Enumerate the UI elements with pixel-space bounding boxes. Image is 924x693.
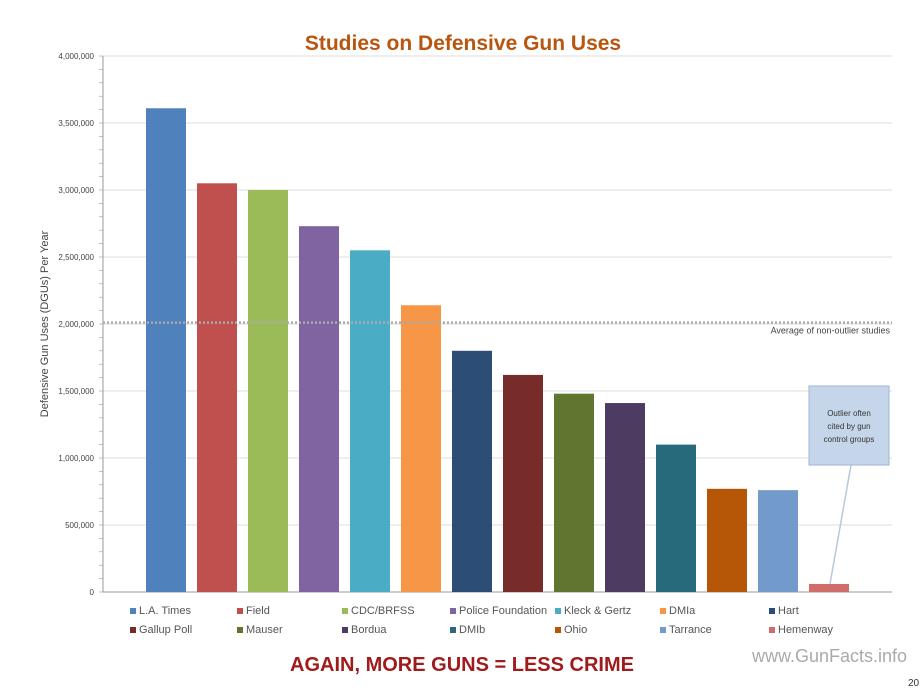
annotation-leader-line <box>829 464 852 585</box>
legend-label: Hemenway <box>778 624 834 636</box>
y-tick-label: 3,000,000 <box>58 186 94 195</box>
reference-line-label: Average of non-outlier studies <box>771 326 891 336</box>
bar-bordua <box>605 403 645 592</box>
y-tick-label: 1,000,000 <box>58 454 94 463</box>
y-axis-label: Defensive Gun Uses (DGUs) Per Year <box>39 230 51 417</box>
y-tick-label: 4,000,000 <box>58 52 94 61</box>
bar-kleck-gertz <box>350 250 390 593</box>
annotation-text-line: control groups <box>824 435 875 444</box>
annotation-text-line: Outlier often <box>827 409 871 418</box>
bar-hart <box>452 350 492 592</box>
y-tick-label: 500,000 <box>65 521 94 530</box>
bar-tarrance <box>758 490 798 592</box>
legend-swatch <box>237 608 243 614</box>
legend-swatch <box>342 608 348 614</box>
legend-swatch <box>237 627 243 633</box>
bar-police-foundation <box>299 226 339 592</box>
legend-label: Hart <box>778 605 799 617</box>
bar-ohio <box>707 488 747 592</box>
legend-swatch <box>660 627 666 633</box>
bar-hemenway <box>809 583 849 592</box>
legend-swatch <box>450 627 456 633</box>
bar-dmia <box>401 305 441 592</box>
legend-swatch <box>555 627 561 633</box>
y-tick-label: 2,500,000 <box>58 253 94 262</box>
bar-gallup-poll <box>503 374 543 592</box>
bar-field <box>197 183 237 593</box>
legend-swatch <box>342 627 348 633</box>
legend-label: Gallup Poll <box>139 624 192 636</box>
annotation-text-line: cited by gun <box>827 422 870 431</box>
tagline: AGAIN, MORE GUNS = LESS CRIME <box>290 654 634 676</box>
legend-swatch <box>555 608 561 614</box>
legend-label: CDC/BRFSS <box>351 605 415 617</box>
y-tick-label: 2,000,000 <box>58 320 94 329</box>
bar-l-a-times <box>146 108 186 592</box>
legend-swatch <box>769 608 775 614</box>
bar-cdc-brfss <box>248 190 288 592</box>
y-tick-label: 1,500,000 <box>58 387 94 396</box>
legend-swatch <box>130 608 136 614</box>
legend-label: DMIb <box>459 624 485 636</box>
legend-label: Kleck & Gertz <box>564 605 631 617</box>
legend-label: Mauser <box>246 624 283 636</box>
y-tick-label: 3,500,000 <box>58 119 94 128</box>
legend-label: Tarrance <box>669 624 712 636</box>
legend-swatch <box>450 608 456 614</box>
site-watermark: www.GunFacts.info <box>752 646 908 666</box>
bar-mauser <box>554 393 594 592</box>
legend-label: Field <box>246 605 270 617</box>
legend-label: Bordua <box>351 624 387 636</box>
bar-chart: Studies on Defensive Gun Uses 0 500,000 1,0… <box>39 32 892 636</box>
legend-label: Ohio <box>564 624 587 636</box>
legend-label: DMIa <box>669 605 696 617</box>
chart-title: Studies on Defensive Gun Uses <box>305 32 621 55</box>
annotation-box <box>808 385 890 466</box>
bar-dmib <box>656 444 696 592</box>
legend-label: L.A. Times <box>139 605 191 617</box>
page-number: 20 <box>908 678 920 689</box>
legend-swatch <box>660 608 666 614</box>
legend-swatch <box>769 627 775 633</box>
legend-label: Police Foundation <box>459 605 547 617</box>
y-tick-label: 0 <box>90 588 95 597</box>
legend-swatch <box>130 627 136 633</box>
